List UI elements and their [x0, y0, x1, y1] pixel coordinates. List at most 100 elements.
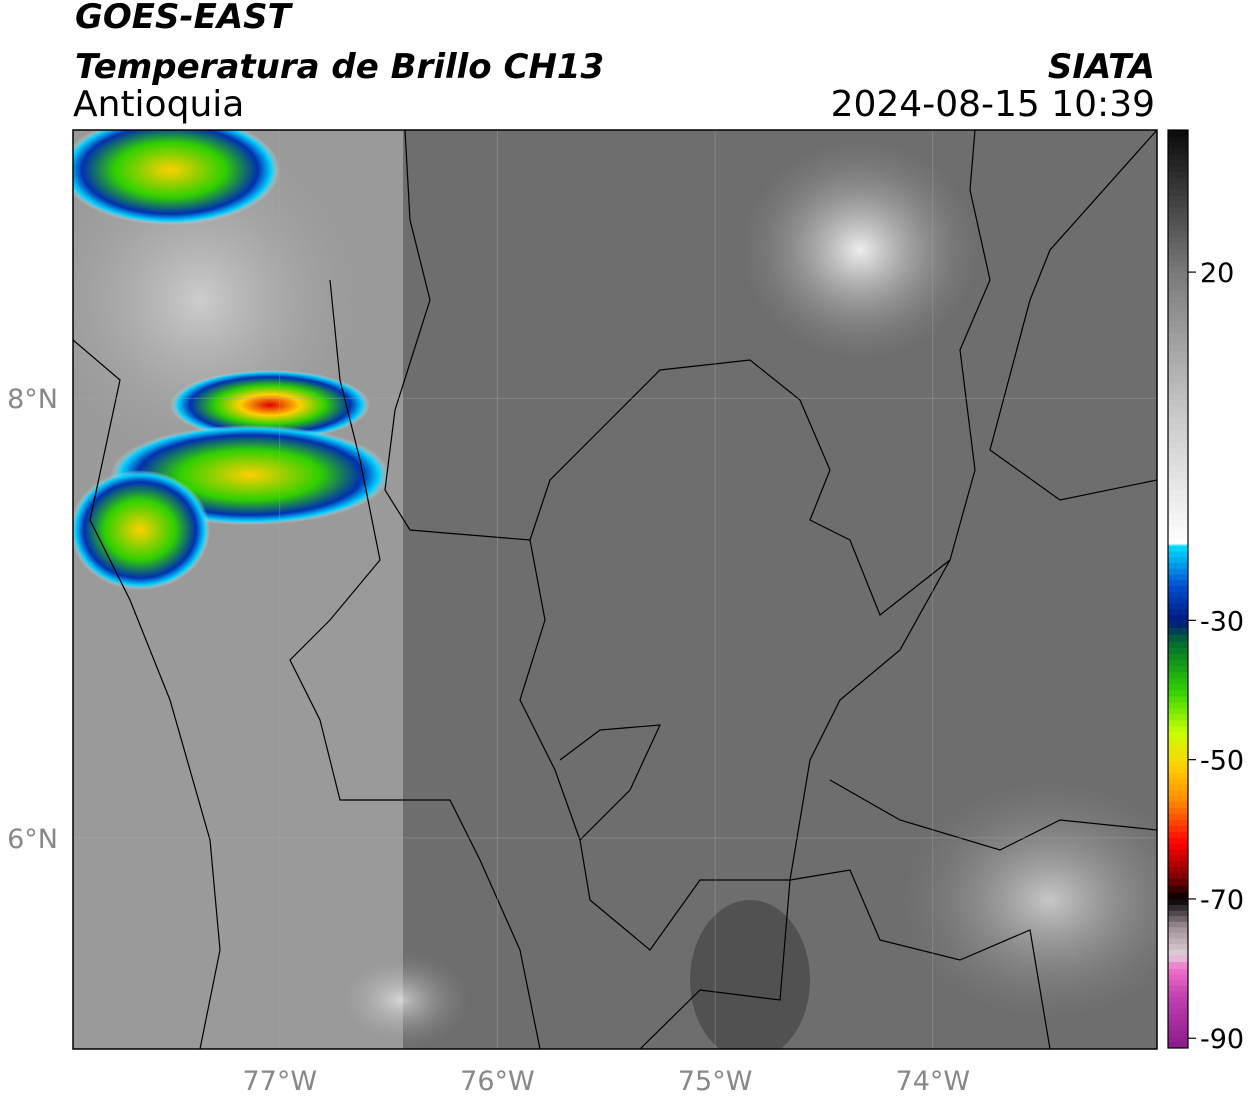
colorbar-segment [1168, 236, 1188, 243]
colorbar-segment [1168, 831, 1188, 838]
colorbar-segment [1168, 801, 1188, 808]
colorbar-segment [1168, 689, 1188, 697]
colorbar-segment [1168, 189, 1188, 196]
colorbar-segment [1168, 653, 1188, 661]
colorbar-segment [1168, 248, 1188, 255]
colorbar-segment [1168, 423, 1188, 430]
colorbar-segment [1168, 849, 1188, 856]
colorbar-segment [1168, 825, 1188, 832]
colorbar-segment [1168, 926, 1188, 933]
colorbar-segment [1168, 837, 1188, 844]
colorbar-segment [1168, 659, 1188, 667]
colorbar-segment [1168, 290, 1188, 297]
colorbar-segment [1168, 921, 1188, 928]
colorbar-segment [1168, 1002, 1188, 1009]
colorbar-segment [1168, 789, 1188, 797]
colorbar-segment [1168, 627, 1188, 635]
colorbar-segment [1168, 218, 1188, 226]
colorbar-segment [1168, 308, 1188, 315]
colorbar-segment [1168, 314, 1188, 322]
x-tick-label: 77°W [243, 1066, 318, 1097]
colorbar-segment [1168, 878, 1188, 886]
colorbar-frame [1167, 129, 1189, 1049]
colorbar-segment [1168, 272, 1188, 279]
colorbar-segment [1168, 885, 1188, 893]
colorbar-segment [1168, 807, 1188, 814]
colorbar-segment [1168, 183, 1188, 190]
colorbar-segment [1168, 671, 1188, 679]
colorbar-segment [1168, 153, 1188, 161]
colorbar-segment [1168, 568, 1188, 575]
colorbar-segment [1168, 677, 1188, 685]
colorbar-segment [1168, 381, 1188, 388]
colorbar-segment [1168, 471, 1188, 479]
colorbar-segment [1168, 465, 1188, 473]
colorbar-segment [1168, 872, 1188, 879]
colorbar-segment [1168, 332, 1188, 340]
colorbar-segment [1168, 1030, 1188, 1038]
colorbar-segment [1168, 206, 1188, 214]
colorbar-segment [1168, 320, 1188, 328]
colorbar-segment [1168, 932, 1188, 939]
colorbar-segment [1168, 405, 1188, 412]
colorbar-segment [1168, 766, 1188, 773]
colorbar-segment [1168, 459, 1188, 467]
colorbar-segment [1168, 974, 1188, 981]
colorbar-segment [1168, 411, 1188, 418]
colorbar-segment [1168, 579, 1188, 587]
colorbar-tick-label: -50 [1200, 746, 1244, 777]
colorbar-segment [1168, 778, 1188, 785]
colorbar-segment [1168, 177, 1188, 184]
colorbar-segment [1168, 501, 1188, 509]
colorbar-segment [1168, 242, 1188, 249]
colorbar-segment [1168, 260, 1188, 267]
colorbar-segment [1168, 375, 1188, 382]
x-tick-label: 76°W [460, 1066, 535, 1097]
colorbar-segment [1168, 453, 1188, 461]
y-tick-label: 6°N [7, 824, 58, 855]
colorbar-segment [1168, 904, 1188, 911]
colorbar-segment [1168, 344, 1188, 352]
colorbar-segment [1168, 784, 1188, 791]
colorbar-segment [1168, 743, 1188, 750]
colorbar-segment [1168, 362, 1188, 370]
colorbar-segment [1168, 399, 1188, 406]
colorbar-segment [1168, 665, 1188, 673]
colorbar-segment [1168, 701, 1188, 709]
colorbar-segment [1168, 597, 1188, 604]
colorbar-segment [1168, 719, 1188, 727]
colorbar-segment [1168, 130, 1188, 137]
colorbar-segment [1168, 147, 1188, 155]
colorbar-segment [1168, 201, 1188, 208]
colorbar-segment [1168, 749, 1188, 756]
colorbar-segment [1168, 356, 1188, 364]
colorbar-segment [1168, 513, 1188, 521]
colorbar-segment [1168, 495, 1188, 503]
colorbar-segment [1168, 591, 1188, 598]
colorbar-segment [1168, 278, 1188, 285]
satellite-image [73, 130, 1157, 1049]
colorbar-segment [1168, 725, 1188, 733]
colorbar-segment [1168, 731, 1188, 739]
colorbar-segment [1168, 224, 1188, 232]
colorbar-segment [1168, 387, 1188, 394]
colorbar-segment [1168, 212, 1188, 220]
colorbar-segment [1168, 1013, 1188, 1020]
colorbar-segment [1168, 531, 1188, 539]
colorbar-segment [1168, 937, 1188, 945]
colorbar-segment [1168, 350, 1188, 358]
colorbar-segment [1168, 910, 1188, 917]
colorbar-segment [1168, 435, 1188, 442]
colorbar-segment [1168, 573, 1188, 581]
title: GOES-EAST [75, 0, 294, 37]
colorbar-segment [1168, 985, 1188, 992]
colorbar-segment [1168, 1007, 1188, 1015]
graticule [73, 130, 1157, 1049]
colorbar-segment [1168, 755, 1188, 762]
colorbar-segment [1168, 737, 1188, 744]
colorbar-segment [1168, 713, 1188, 721]
colorbar-segment [1168, 647, 1188, 654]
colorbar-segment [1168, 1036, 1188, 1043]
colorbar-segment [1168, 326, 1188, 334]
colorbar-segment [1168, 562, 1188, 569]
